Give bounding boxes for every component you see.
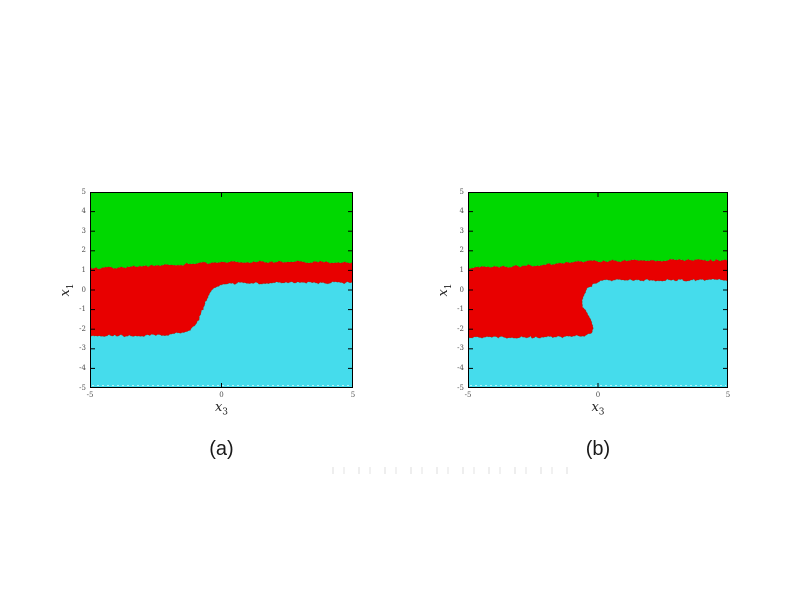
y-tick-label: -5 [457, 383, 464, 392]
y-tick-label: 4 [459, 207, 464, 216]
x-tick-label: 0 [595, 391, 601, 399]
x-tick-label: -5 [86, 391, 94, 399]
y-tick-label: -2 [457, 324, 464, 333]
y-tick-label: -1 [457, 305, 464, 314]
x-axis-label: x3 [591, 400, 605, 418]
subfigure-caption-b: (b) [585, 438, 611, 460]
y-tick-label: 3 [459, 226, 464, 235]
basin-region-canvas [90, 192, 353, 388]
y-tick-label: 1 [81, 265, 86, 274]
x-tick-label: 5 [350, 391, 356, 399]
y-tick-label: -5 [79, 383, 86, 392]
y-tick-label: -1 [79, 305, 86, 314]
y-tick-label: -4 [79, 363, 86, 372]
y-tick-label: 0 [459, 285, 464, 294]
basin-region-canvas [468, 192, 728, 388]
y-tick-label: -3 [457, 344, 464, 353]
x-axis-label: x3 [214, 400, 229, 418]
y-tick-label: 4 [81, 207, 86, 216]
y-tick-label: 3 [81, 226, 86, 235]
faded-text-remnant [332, 467, 574, 474]
y-tick-label: 1 [459, 265, 464, 274]
x-tick-label: 5 [725, 391, 731, 399]
y-tick-label: -4 [457, 363, 464, 372]
x-tick-label: 0 [219, 391, 224, 399]
y-tick-label: 2 [81, 246, 86, 255]
y-tick-label: -2 [79, 324, 86, 333]
y-tick-label: 2 [459, 246, 464, 255]
region-plot-b: x1 x3 (b) 5 4 3 2 1 0 -1 -2 -3 -4 -5 -5 0 5 [436, 188, 730, 460]
x-tick-label: -5 [464, 391, 472, 399]
y-tick-label: 0 [81, 285, 86, 294]
y-tick-label: 5 [81, 187, 86, 196]
subfigure-caption-a: (a) [209, 438, 234, 460]
y-tick-label: -3 [79, 344, 86, 353]
region-plot-a: x1 x3 (a) 5 4 3 2 1 0 -1 -2 -3 -4 -5 -5 0 5 [58, 188, 355, 460]
y-tick-label: 5 [459, 187, 464, 196]
